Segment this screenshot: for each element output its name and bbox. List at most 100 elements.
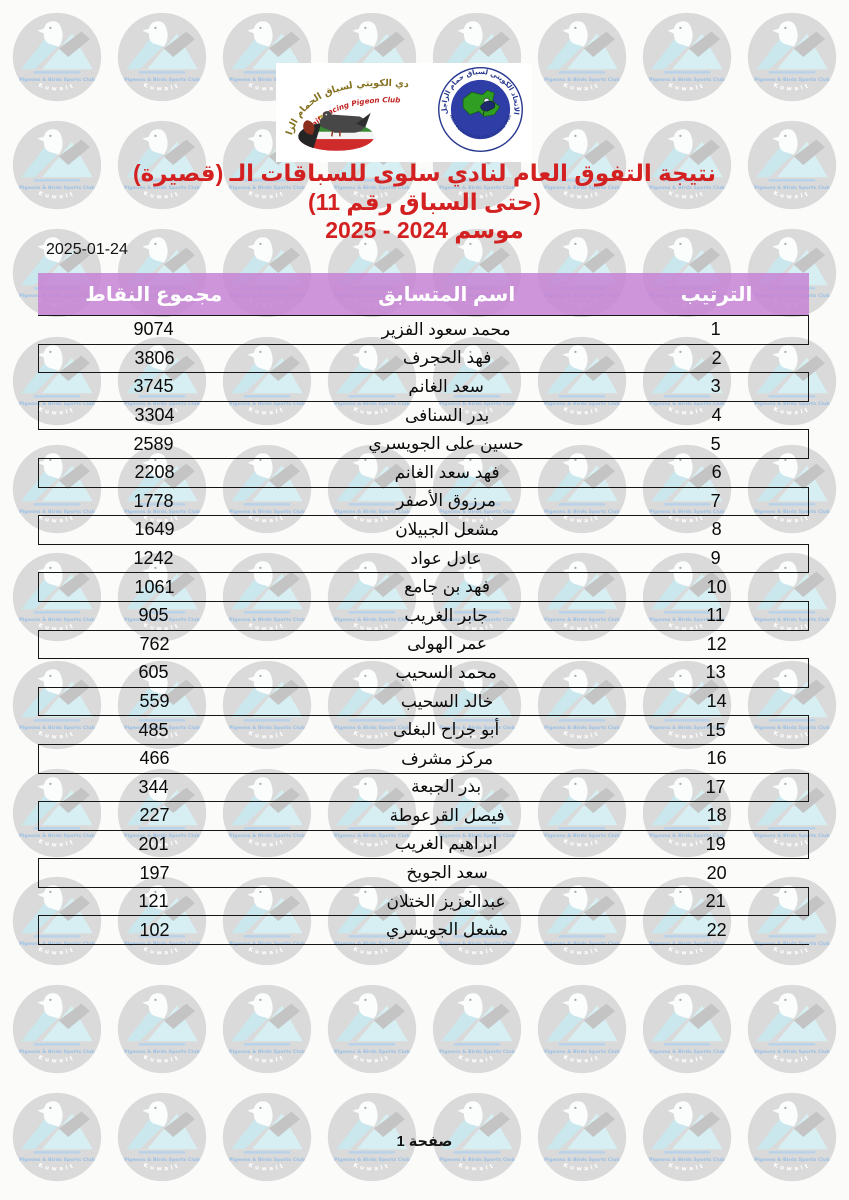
cell-points: 102 (139, 919, 170, 940)
pigeon-illustration (303, 111, 371, 137)
cell-rank: 5 (710, 433, 721, 454)
cell-rank: 19 (705, 833, 726, 854)
table-row: 1 محمد سعود الفزير 9074 (38, 315, 809, 344)
cell-name: سعد الجويخ (406, 863, 488, 883)
title-line-1: نتيجة التفوق العام لنادي سلوى للسباقات ا… (132, 160, 717, 186)
cell-rank: 18 (706, 805, 727, 826)
table-row: 3 سعد الغانم 3745 (38, 372, 809, 401)
cell-name: جابر الغريب (404, 605, 488, 625)
table-row: 20 سعد الجويخ 197 (38, 858, 809, 887)
cell-points: 201 (138, 833, 169, 854)
table-row: 17 بدر الجبعة 344 (38, 772, 809, 802)
cell-name: عبدالعزيز الختلان (386, 891, 506, 911)
cell-rank: 7 (710, 490, 721, 511)
cell-rank: 12 (706, 633, 727, 654)
cell-points: 3745 (133, 376, 174, 397)
cell-points: 1778 (133, 490, 174, 511)
cell-name: فهد الحجرف (402, 348, 492, 368)
title-line-3: موسم 2024 - 2025 (325, 217, 524, 243)
table-row: 7 مرزوق الأصفر 1778 (38, 486, 809, 516)
cell-rank: 10 (706, 576, 727, 597)
cell-points: 1242 (133, 548, 174, 569)
cell-name: مركز مشرف (401, 748, 494, 768)
cell-rank: 16 (706, 748, 727, 769)
table-row: 15 أبو جراح البغلى 485 (38, 715, 809, 744)
cell-points: 3304 (134, 405, 175, 426)
cell-name: محمد سعود الفزير (381, 319, 511, 339)
cell-rank: 15 (705, 719, 726, 740)
title-line-2: (حتى السباق رقم 11) (308, 188, 541, 215)
table-row: 5 حسين على الجويسري 2589 (38, 429, 809, 458)
page-number-label: صفحة 1 (396, 1134, 453, 1150)
cell-rank: 13 (705, 662, 726, 683)
cell-name: عمر الهولى (407, 634, 488, 654)
cell-name: فهد بن جامع (404, 577, 491, 597)
cell-name: مرزوق الأصفر (396, 491, 496, 511)
table-row: 18 فيصل القرعوطة 227 (38, 801, 809, 830)
cell-name: فهد سعد الغانم (394, 462, 500, 482)
cell-points: 466 (139, 748, 170, 769)
date-label: 2025-01-24 (46, 241, 128, 258)
cell-name: مشعل الجويسري (385, 920, 509, 940)
cell-points: 1649 (134, 519, 175, 540)
cell-name: خالد السحيب (400, 691, 494, 711)
table-row: 12 عمر الهولى 762 (38, 629, 809, 659)
cell-points: 485 (138, 719, 169, 740)
cell-points: 2208 (134, 462, 175, 483)
table-row: 21 عبدالعزيز الختلان 121 (38, 886, 809, 916)
cell-points: 3806 (134, 347, 175, 368)
cell-name: عادل عواد (410, 548, 482, 568)
table-row: 8 مشعل الجبيلان 1649 (38, 515, 809, 544)
cell-rank: 20 (706, 862, 727, 883)
cell-rank: 21 (705, 891, 726, 912)
table-row: 22 مشعل الجويسري 102 (38, 915, 809, 945)
table-row: 2 فهد الحجرف 3806 (38, 343, 809, 373)
cell-points: 344 (138, 776, 169, 797)
cell-rank: 6 (711, 462, 722, 483)
cell-points: 762 (139, 633, 170, 654)
page-title: نتيجة التفوق العام لنادي سلوى للسباقات ا… (0, 159, 849, 245)
cell-points: 9074 (133, 319, 174, 340)
cell-points: 197 (139, 862, 170, 883)
table-rows: 1 محمد سعود الفزير 9074 2 فهد الحجرف 380… (38, 315, 809, 946)
cell-rank: 14 (706, 691, 727, 712)
header-points: مجموع النقاط (85, 283, 223, 306)
table-row: 19 ابراهيم الغريب 201 (38, 829, 809, 859)
table-row: 6 فهد سعد الغانم 2208 (38, 457, 809, 487)
cell-points: 1061 (134, 576, 175, 597)
pigeon-sketch (480, 97, 496, 116)
cell-name: حسين على الجويسري (368, 434, 524, 454)
table-row: 9 عادل عواد 1242 (38, 543, 809, 573)
table-row: 11 جابر الغريب 905 (38, 600, 809, 630)
cell-rank: 22 (706, 919, 727, 940)
cell-name: بدر الجبعة (411, 777, 482, 797)
cell-points: 227 (139, 805, 170, 826)
cell-name: فيصل القرعوطة (389, 805, 505, 825)
cell-rank: 4 (711, 405, 722, 426)
cell-name: بدر السنافى (404, 405, 490, 425)
racing-pigeon-club-logo: النادي الكويتي لسباق الحمام الزاجل Kuwai… (280, 73, 410, 151)
cell-name: أبو جراح البغلى (392, 720, 500, 740)
table-row: 13 محمد السحيب 605 (38, 658, 809, 687)
cell-name: محمد السحيب (395, 662, 497, 682)
header-rank: الترتيب (680, 283, 753, 306)
cell-rank: 11 (706, 605, 725, 626)
table-row: 16 مركز مشرف 466 (38, 743, 809, 773)
cell-name: ابراهيم الغريب (394, 834, 498, 854)
cell-name: سعد الغانم (408, 376, 484, 396)
table-header-row: الترتيب اسم المتسابق مجموع النقاط (38, 273, 809, 315)
cell-points: 121 (138, 891, 169, 912)
federation-logo: الاتحاد الكويتي لسباق حمام الزاجل KUWAIT… (437, 66, 523, 152)
table-row: 4 بدر السنافى 3304 (38, 400, 809, 430)
cell-rank: 3 (710, 376, 721, 397)
cell-rank: 17 (705, 776, 726, 797)
cell-points: 559 (139, 691, 170, 712)
cell-rank: 1 (710, 319, 721, 340)
cell-rank: 2 (711, 347, 722, 368)
cell-points: 905 (138, 605, 169, 626)
cell-points: 2589 (133, 433, 174, 454)
table-row: 14 خالد السحيب 559 (38, 686, 809, 716)
cell-rank: 8 (711, 519, 722, 540)
